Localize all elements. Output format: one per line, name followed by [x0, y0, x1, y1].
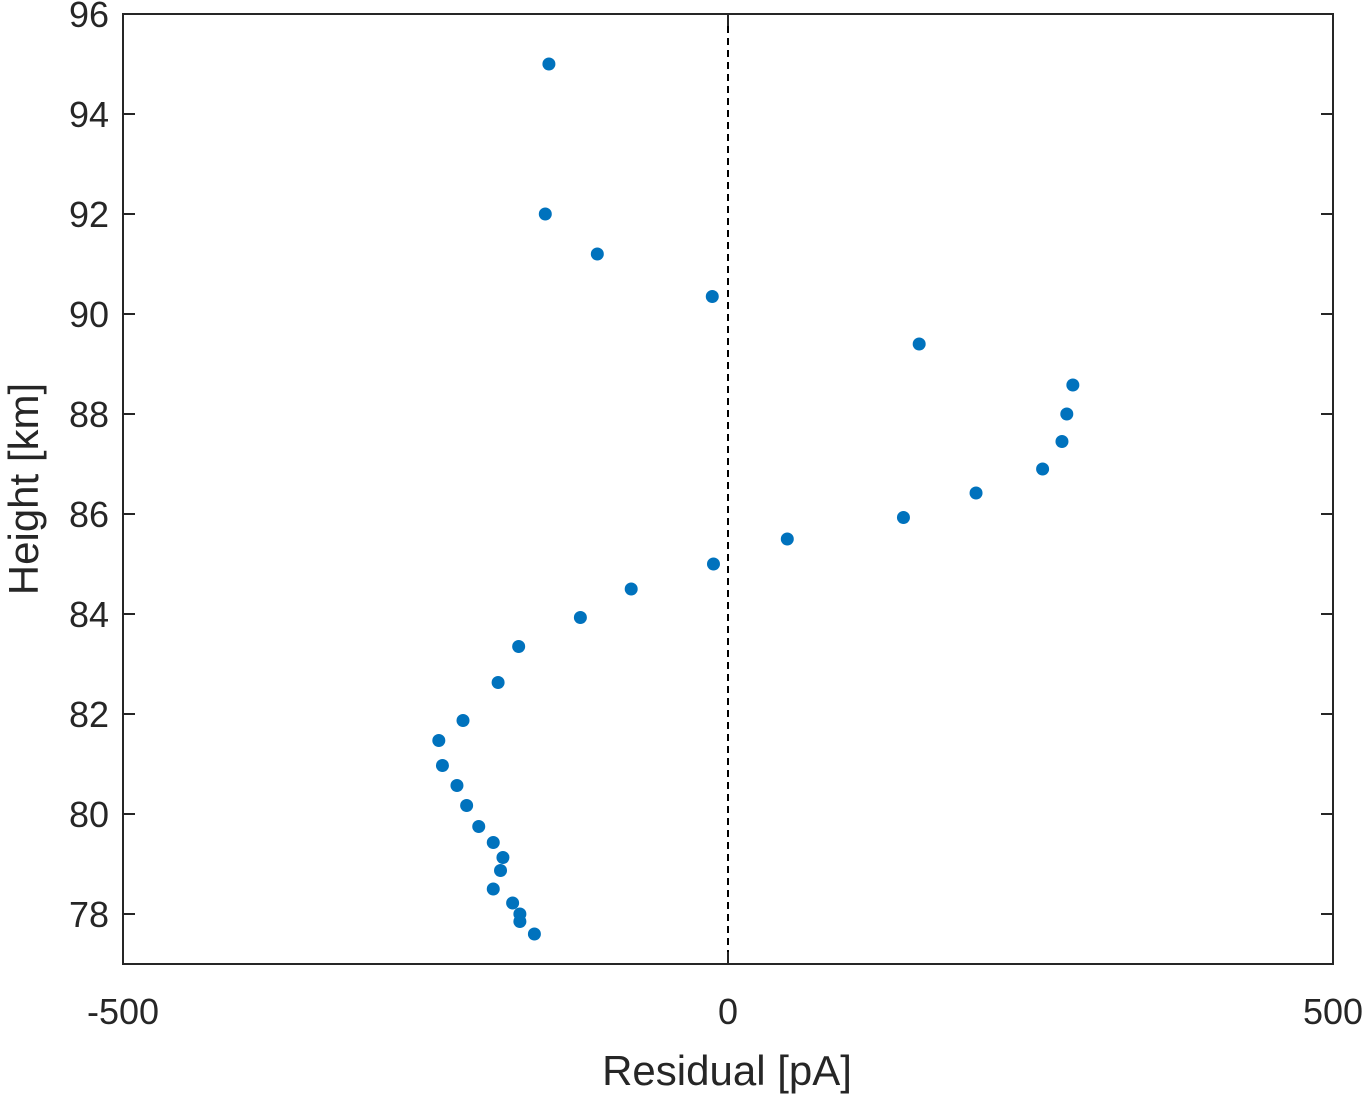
- x-axis-title: Residual [pA]: [602, 1047, 852, 1094]
- ticks-layer: -500 0 500 78 80 82 84 86 88 90 92 94 96: [69, 0, 1363, 1032]
- data-point: [512, 640, 526, 653]
- data-point: [486, 836, 500, 849]
- data-point: [969, 486, 983, 500]
- data-point: [506, 896, 520, 910]
- y-tick-label: 96: [69, 0, 109, 35]
- y-tick-label: 86: [69, 494, 109, 535]
- y-tick-label: 92: [69, 194, 109, 235]
- data-point: [496, 851, 510, 864]
- data-point: [494, 864, 508, 877]
- data-point: [1055, 435, 1069, 448]
- data-point: [705, 290, 719, 303]
- data-point: [513, 915, 527, 928]
- data-point: [456, 714, 470, 727]
- x-tick-label: -500: [87, 991, 159, 1032]
- data-point: [573, 611, 587, 624]
- data-point: [432, 734, 446, 747]
- y-tick-label: 78: [69, 894, 109, 935]
- x-tick-label: 500: [1303, 991, 1363, 1032]
- y-tick-label: 82: [69, 694, 109, 735]
- data-point: [538, 207, 552, 221]
- data-point: [912, 337, 926, 351]
- data-point: [472, 820, 486, 833]
- data-point: [896, 511, 910, 524]
- data-points-layer: [432, 57, 1080, 941]
- data-point: [1060, 407, 1074, 421]
- data-point: [491, 676, 505, 689]
- y-axis-title: Height [km]: [0, 383, 47, 595]
- data-point: [486, 882, 500, 896]
- y-tick-label: 80: [69, 794, 109, 835]
- data-point: [706, 557, 720, 571]
- data-point: [527, 927, 541, 941]
- y-tick-label: 88: [69, 394, 109, 435]
- data-point: [460, 799, 474, 812]
- data-point: [435, 759, 449, 772]
- data-point: [450, 779, 464, 792]
- y-tick-label: 94: [69, 94, 109, 135]
- data-point: [624, 582, 638, 596]
- data-point: [1036, 462, 1050, 476]
- y-tick-label: 84: [69, 594, 109, 635]
- y-tick-label: 90: [69, 294, 109, 335]
- data-point: [780, 532, 794, 546]
- data-point: [542, 57, 556, 71]
- x-tick-label: 0: [718, 991, 738, 1032]
- data-point: [1066, 378, 1080, 392]
- data-point: [590, 247, 604, 261]
